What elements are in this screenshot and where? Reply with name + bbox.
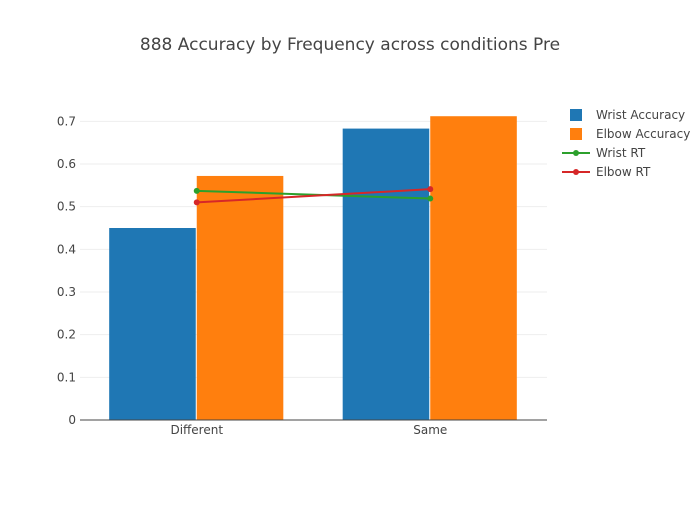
line-elbow-rt[interactable] — [196, 188, 431, 204]
legend[interactable]: Wrist Accuracy Elbow Accuracy Wrist RT Elbo… — [562, 108, 690, 179]
y-tick-label: 0.5 — [57, 200, 76, 214]
bar-elbow-accuracy-same[interactable] — [430, 116, 517, 421]
legend-label: Elbow RT — [596, 165, 651, 179]
y-tick-label: 0.2 — [57, 328, 76, 342]
point-wrist-rt-same[interactable] — [427, 195, 434, 202]
legend-swatch — [570, 128, 582, 140]
legend-label: Wrist Accuracy — [596, 108, 685, 122]
series-lines — [193, 186, 434, 206]
point-elbow-rt-same[interactable] — [427, 186, 434, 193]
legend-item-elbow-rt[interactable]: Elbow RT — [562, 165, 651, 179]
x-tick-label: Different — [170, 423, 223, 437]
bar-elbow-accuracy-different[interactable] — [196, 175, 284, 420]
legend-label: Wrist RT — [596, 146, 646, 160]
bar-wrist-accuracy-different[interactable] — [109, 228, 196, 420]
legend-item-wrist-rt[interactable]: Wrist RT — [562, 146, 646, 160]
y-tick-label: 0.1 — [57, 370, 76, 384]
point-wrist-rt-different[interactable] — [193, 187, 200, 194]
x-tick-labels: Different Same — [170, 423, 447, 437]
legend-marker — [573, 169, 579, 175]
y-tick-labels: 0 0.1 0.2 0.3 0.4 0.5 0.6 0.7 — [57, 114, 76, 427]
line-wrist-rt[interactable] — [196, 189, 431, 200]
legend-label: Elbow Accuracy — [596, 127, 690, 141]
bars — [109, 116, 517, 421]
x-tick-label: Same — [413, 423, 447, 437]
y-tick-label: 0.4 — [57, 242, 76, 256]
y-tick-label: 0 — [68, 413, 76, 427]
legend-swatch — [570, 109, 582, 121]
y-tick-label: 0.3 — [57, 285, 76, 299]
point-elbow-rt-different[interactable] — [193, 199, 200, 206]
y-tick-label: 0.6 — [57, 157, 76, 171]
legend-marker — [573, 150, 579, 156]
y-tick-label: 0.7 — [57, 114, 76, 128]
legend-item-wrist-accuracy[interactable]: Wrist Accuracy — [570, 108, 685, 122]
chart-title: 888 Accuracy by Frequency across conditi… — [140, 35, 560, 55]
bar-wrist-accuracy-same[interactable] — [342, 128, 430, 420]
legend-item-elbow-accuracy[interactable]: Elbow Accuracy — [570, 127, 690, 141]
